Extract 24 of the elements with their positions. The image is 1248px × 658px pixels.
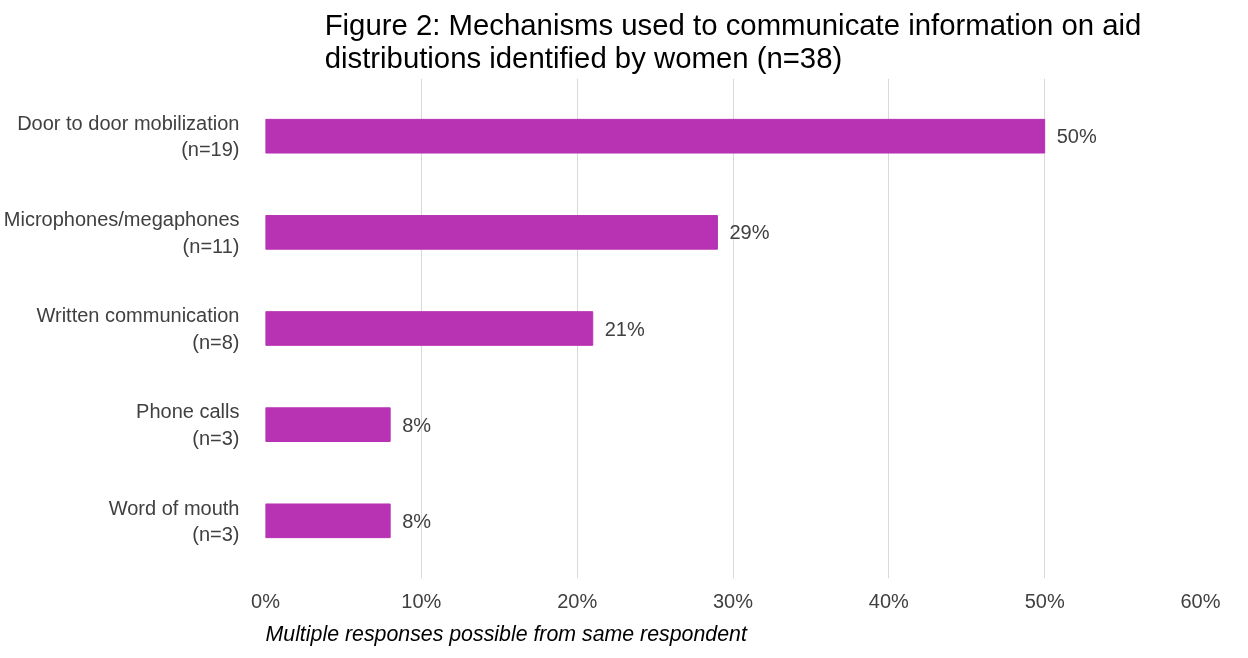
y-tick-label: Microphones/megaphones (n=11)	[3, 208, 240, 257]
x-tick-label: 10%	[401, 589, 442, 612]
data-label: 8%	[402, 413, 432, 436]
bar	[265, 215, 718, 250]
bar	[265, 311, 594, 346]
x-tick-label: 0%	[251, 589, 281, 612]
data-label: 8%	[402, 509, 432, 532]
y-tick-label: Phone calls (n=3)	[136, 400, 240, 449]
y-tick-label: Written communication (n=8)	[36, 304, 240, 353]
y-tick-label: Word of mouth (n=3)	[108, 496, 240, 546]
data-label: 50%	[1056, 125, 1097, 148]
x-tick-label: 50%	[1024, 589, 1065, 612]
x-tick-label: 40%	[868, 589, 910, 612]
x-tick-label: 30%	[712, 589, 754, 612]
y-tick-label: Door to door mobilization (n=19)	[17, 111, 240, 161]
bar	[265, 118, 1046, 154]
bar	[265, 503, 391, 539]
data-label: 29%	[729, 221, 770, 244]
x-tick-label: 60%	[1180, 589, 1221, 612]
x-tick-label: 20%	[557, 589, 598, 612]
text: Multiple responses possible from same respondent	[265, 621, 748, 646]
data-label: 21%	[604, 317, 645, 340]
bar	[265, 407, 391, 442]
chart-title: Figure 2: Mechanisms used to communicate information on aid distributions identified by women (n=38)	[324, 7, 1142, 74]
